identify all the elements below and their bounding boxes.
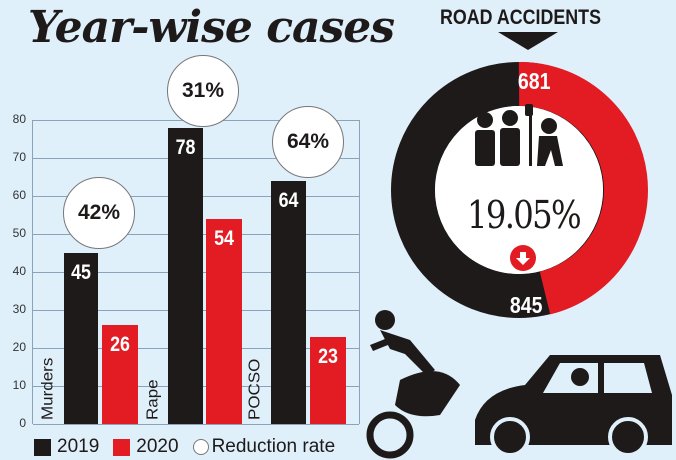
y-tick: 20: [12, 340, 26, 354]
legend-label: 2020: [136, 436, 179, 457]
y-tick: 50: [12, 226, 26, 240]
bar-value: 45: [71, 261, 91, 284]
circle-icon: [192, 439, 209, 455]
legend-swatch-red: [113, 438, 131, 456]
reduction-bubble-pocso: 64%: [272, 106, 344, 178]
y-tick: 60: [12, 188, 26, 202]
category-label-murders: Murders: [39, 357, 57, 420]
bar-rape-2020: 54: [206, 219, 242, 424]
road-value-2020: 681: [517, 68, 551, 94]
y-tick: 0: [19, 416, 26, 430]
y-tick: 10: [12, 378, 26, 392]
down-arrow-circle-icon: [510, 245, 536, 271]
bar-rape-2019: 78: [168, 128, 203, 424]
y-tick: 40: [12, 264, 26, 278]
road-value-2019: 845: [509, 292, 543, 318]
legend-item-2020: 2020: [113, 436, 179, 458]
chart-title: Year-wise cases: [28, 2, 395, 53]
x-axis: [33, 424, 359, 425]
legend: 2019 2020 Reduction rate: [34, 436, 349, 458]
hospital-people-icon: [475, 104, 563, 166]
bar-murders-2019: 45: [64, 253, 98, 424]
category-label-pocso: POCSO: [246, 358, 264, 420]
bar-murders-2020: 26: [102, 325, 138, 424]
road-accidents-donut: [391, 61, 648, 318]
bar-pocso-2020: 23: [310, 337, 346, 424]
road-accidents-title: ROAD ACCIDENTS: [440, 6, 601, 29]
car-crash-illustration-icon: [366, 310, 672, 459]
road-reduction-percent: 19.05%: [467, 193, 582, 237]
bar-pocso-2019: 64: [271, 181, 306, 424]
legend-swatch-black: [34, 438, 51, 456]
reduction-bubble-rape: 31%: [167, 55, 239, 127]
y-tick: 70: [12, 150, 26, 164]
legend-label: Reduction rate: [211, 436, 336, 457]
bar-chart-plot: Murders 45 26 Rape 78 54 POCSO 64 23: [32, 120, 360, 425]
reduction-bubble-murders: 42%: [63, 177, 135, 249]
bar-value: 64: [278, 189, 299, 212]
bar-value: 78: [175, 136, 196, 159]
bar-value: 23: [318, 345, 338, 368]
y-tick: 80: [12, 112, 26, 126]
down-arrow-icon: [498, 32, 558, 50]
legend-item-rate: Reduction rate: [192, 436, 336, 458]
bar-value: 26: [110, 333, 130, 356]
bar-value: 54: [214, 227, 234, 250]
category-label-rape: Rape: [144, 379, 162, 420]
y-tick: 30: [12, 302, 26, 316]
legend-item-2019: 2019: [34, 436, 99, 458]
legend-label: 2019: [57, 436, 100, 457]
